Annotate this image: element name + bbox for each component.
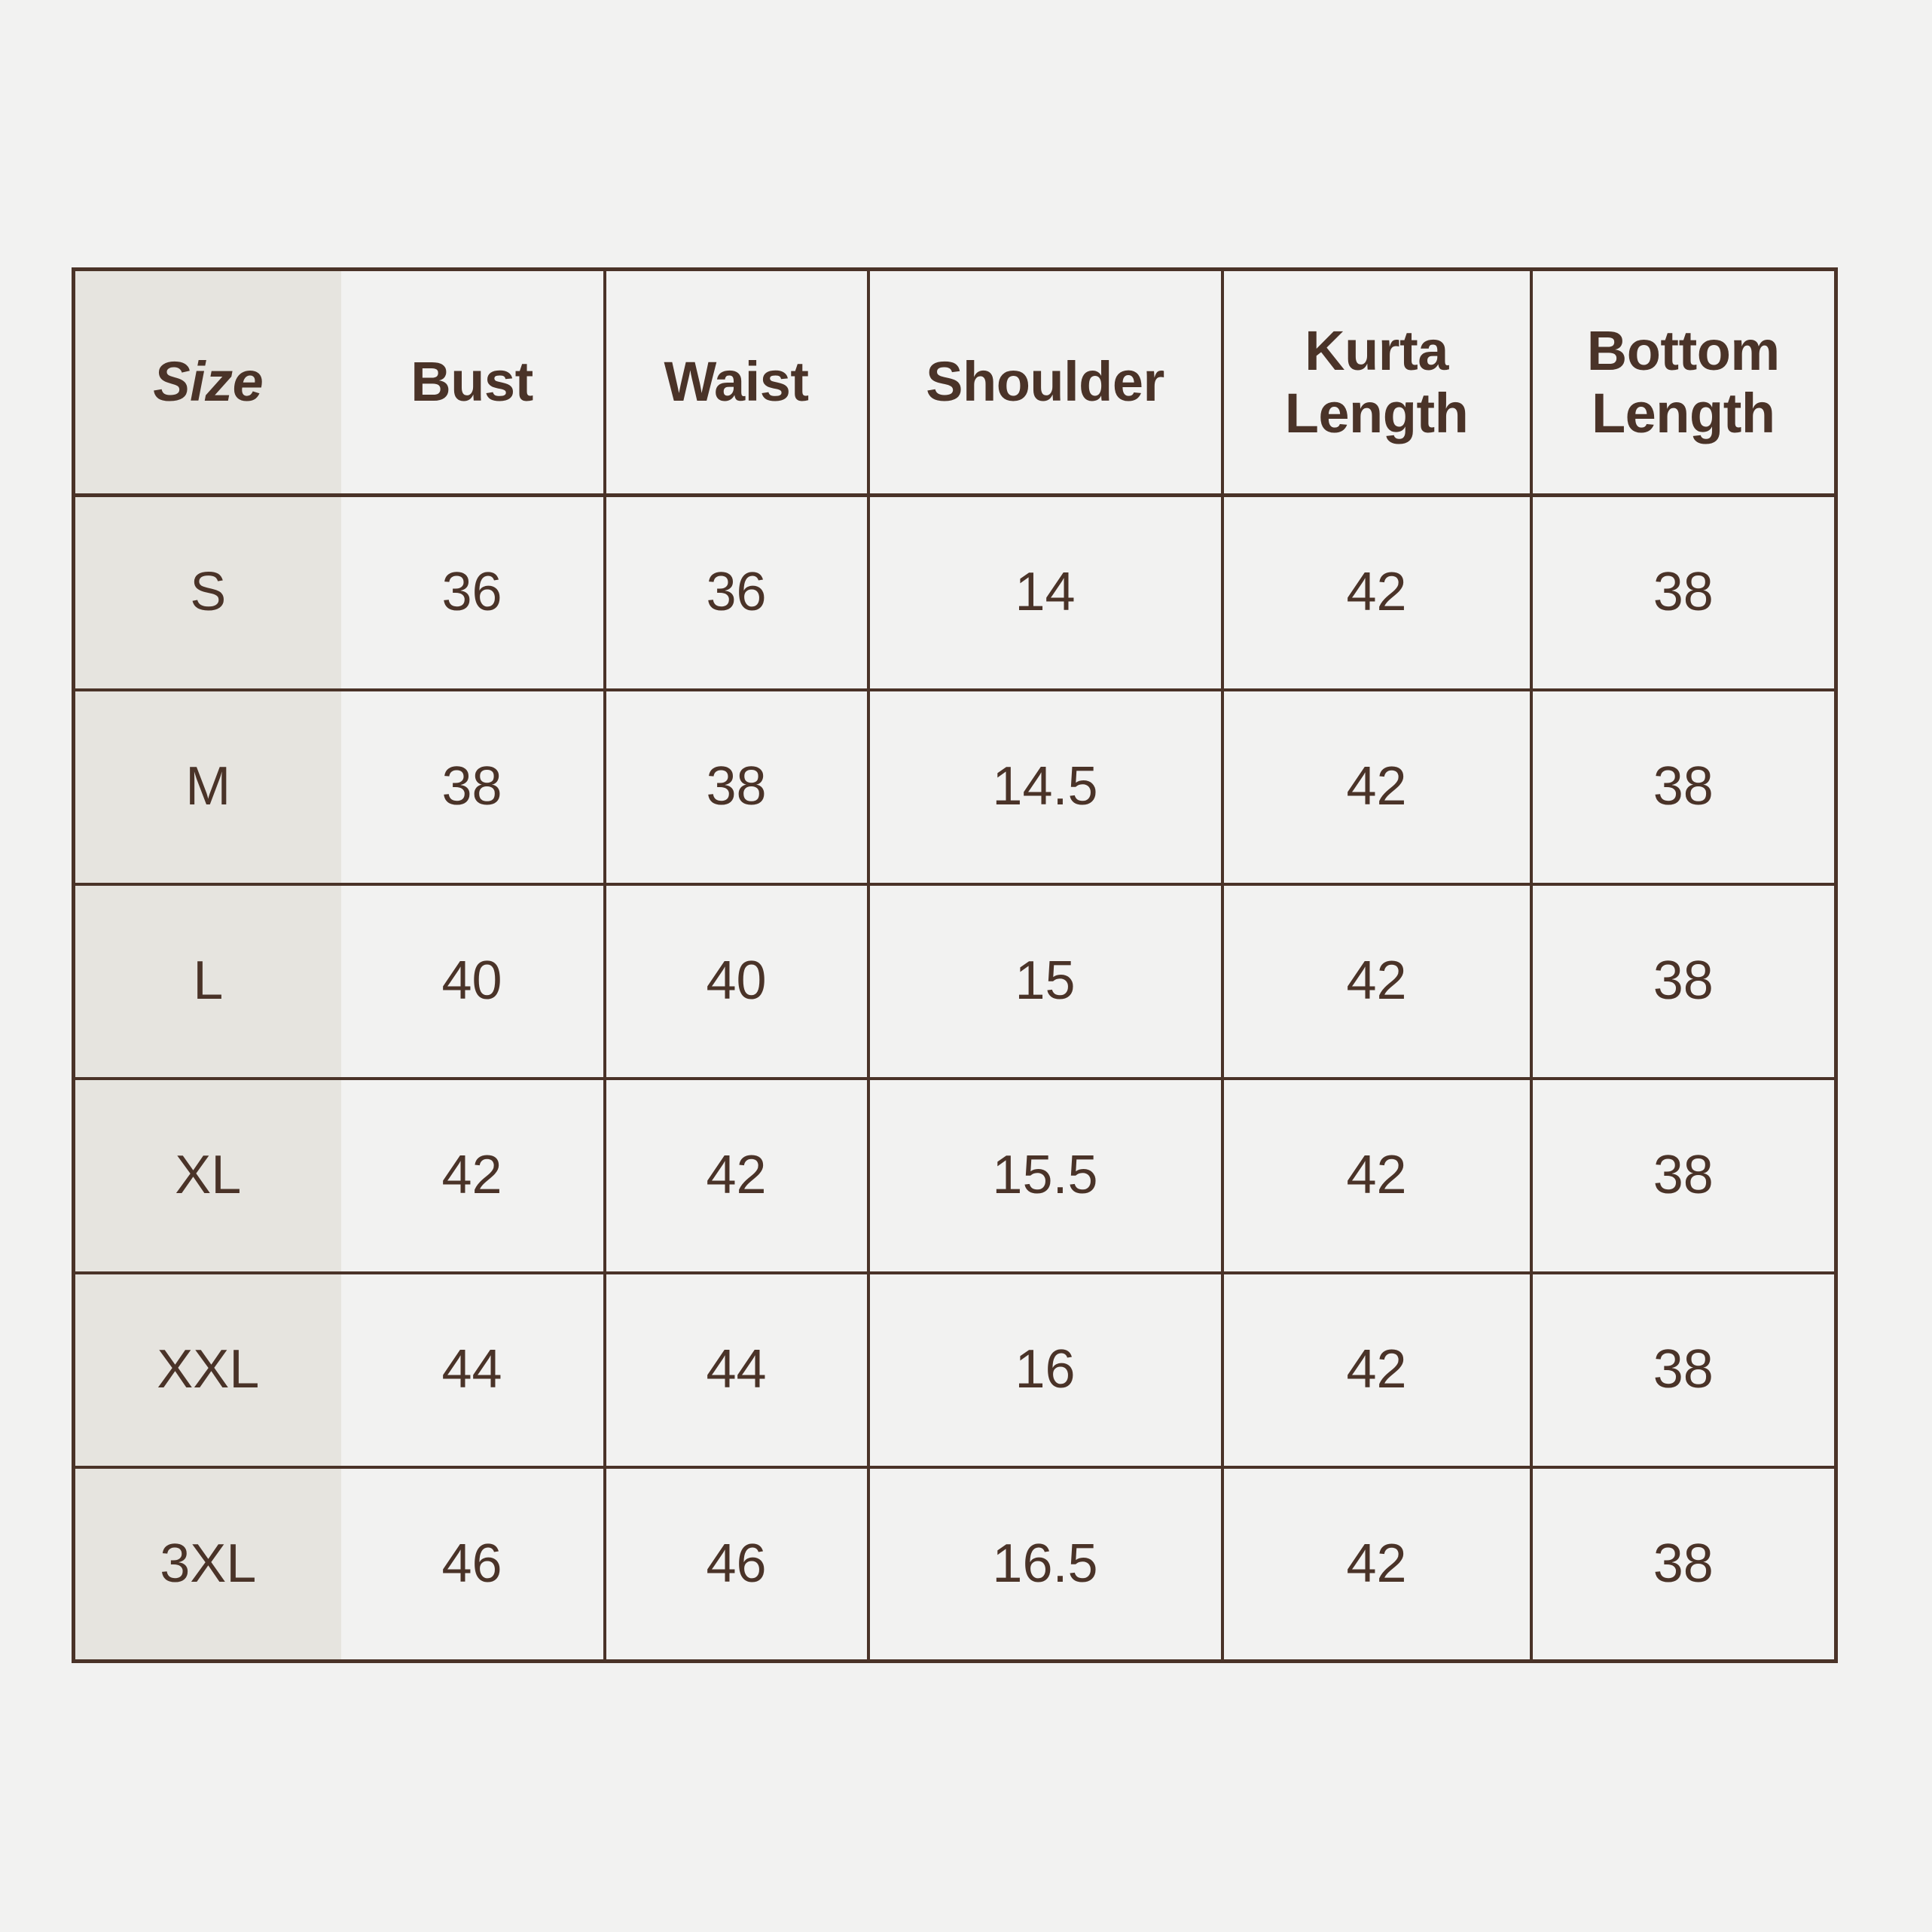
cell-size: M: [73, 688, 341, 884]
size-chart-body: S 36 36 14 42 38 M 38 38 14.5 42 38 L: [73, 495, 1836, 1662]
column-header-bottom-length: Bottom Length: [1529, 269, 1836, 497]
table-row: S 36 36 14 42 38: [73, 495, 1836, 690]
cell-shoulder: 16: [866, 1271, 1222, 1467]
cell-bust: 36: [340, 495, 605, 690]
size-chart-header: Size Bust Waist Shoulder Kurta Length Bo…: [73, 269, 1836, 497]
cell-waist: 36: [603, 495, 868, 690]
cell-bust: 42: [340, 1076, 605, 1273]
cell-shoulder: 14: [866, 495, 1222, 690]
cell-bottom-length: 38: [1529, 1271, 1836, 1467]
cell-shoulder: 16.5: [866, 1465, 1222, 1662]
column-header-kurta-length: Kurta Length: [1220, 269, 1531, 497]
cell-waist: 44: [603, 1271, 868, 1467]
cell-kurta-length: 42: [1220, 1076, 1531, 1273]
column-header-size: Size: [73, 269, 341, 497]
cell-shoulder: 15.5: [866, 1076, 1222, 1273]
cell-kurta-length: 42: [1220, 688, 1531, 884]
cell-bottom-length: 38: [1529, 495, 1836, 690]
column-header-waist: Waist: [603, 269, 868, 497]
column-header-bust: Bust: [340, 269, 605, 497]
cell-bust: 44: [340, 1271, 605, 1467]
cell-waist: 46: [603, 1465, 868, 1662]
cell-bottom-length: 38: [1529, 1465, 1836, 1662]
cell-bottom-length: 38: [1529, 882, 1836, 1079]
cell-size: S: [73, 495, 341, 690]
table-row: XXL 44 44 16 42 38: [73, 1271, 1836, 1467]
cell-size: XL: [73, 1076, 341, 1273]
cell-waist: 38: [603, 688, 868, 884]
table-row: XL 42 42 15.5 42 38: [73, 1076, 1836, 1273]
cell-shoulder: 14.5: [866, 688, 1222, 884]
cell-shoulder: 15: [866, 882, 1222, 1079]
cell-kurta-length: 42: [1220, 1465, 1531, 1662]
cell-waist: 40: [603, 882, 868, 1079]
cell-kurta-length: 42: [1220, 1271, 1531, 1467]
cell-kurta-length: 42: [1220, 882, 1531, 1079]
cell-bust: 40: [340, 882, 605, 1079]
cell-size: L: [73, 882, 341, 1079]
table-row: 3XL 46 46 16.5 42 38: [73, 1465, 1836, 1662]
cell-bust: 46: [340, 1465, 605, 1662]
cell-bottom-length: 38: [1529, 688, 1836, 884]
header-row: Size Bust Waist Shoulder Kurta Length Bo…: [73, 269, 1836, 497]
cell-bottom-length: 38: [1529, 1076, 1836, 1273]
size-chart-container: Size Bust Waist Shoulder Kurta Length Bo…: [72, 267, 1838, 1663]
cell-size: 3XL: [73, 1465, 341, 1662]
cell-kurta-length: 42: [1220, 495, 1531, 690]
cell-bust: 38: [340, 688, 605, 884]
table-row: L 40 40 15 42 38: [73, 882, 1836, 1079]
column-header-shoulder: Shoulder: [866, 269, 1222, 497]
cell-size: XXL: [73, 1271, 341, 1467]
size-chart-table: Size Bust Waist Shoulder Kurta Length Bo…: [72, 267, 1838, 1663]
table-row: M 38 38 14.5 42 38: [73, 688, 1836, 884]
cell-waist: 42: [603, 1076, 868, 1273]
